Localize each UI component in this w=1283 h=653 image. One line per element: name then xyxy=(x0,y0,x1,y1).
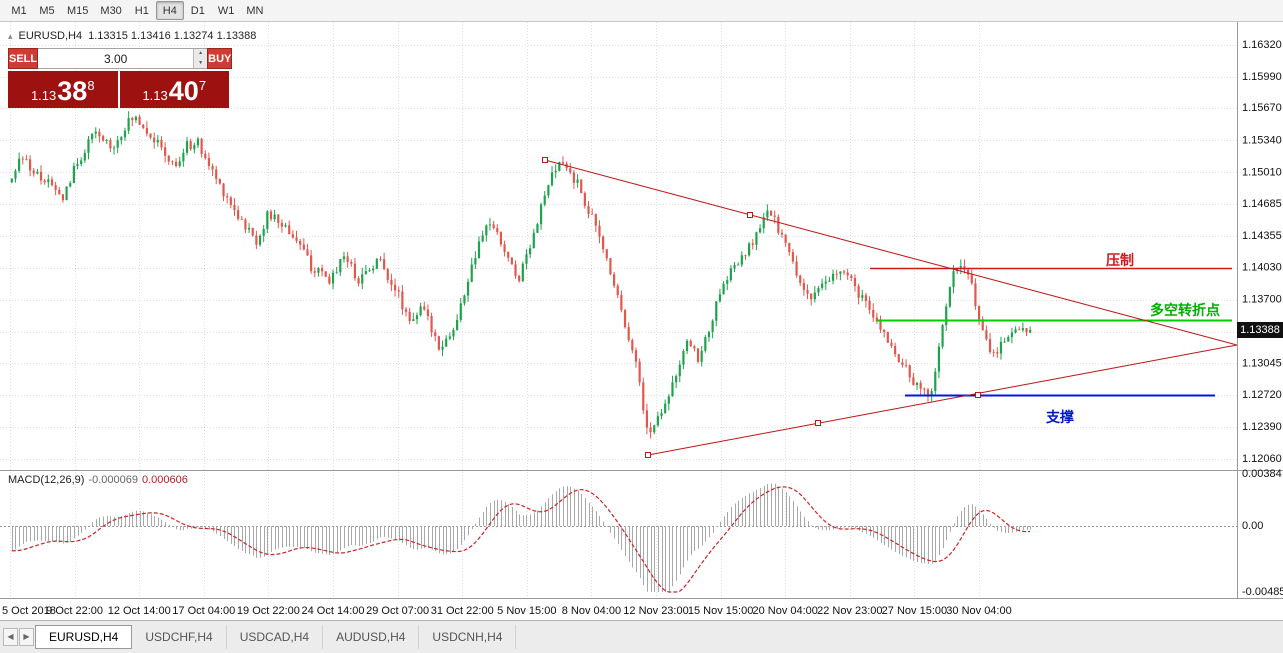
timeframe-button-m30[interactable]: M30 xyxy=(100,4,122,17)
macd-indicator-name: MACD(12,26,9) xyxy=(8,474,85,486)
chart-tabs: EURUSD,H4 USDCHF,H4 USDCAD,H4 AUDUSD,H4 USDC… xyxy=(35,625,517,649)
timeframe-toolbar: M1 M5 M15 M30 H1 H4 D1 W1 MN xyxy=(0,0,1283,22)
chart-tab-usdchf[interactable]: USDCHF,H4 xyxy=(132,625,227,649)
pivot-annotation-label: 多空转折点 xyxy=(1150,302,1220,318)
timeframe-button-mn[interactable]: MN xyxy=(246,4,264,17)
bid-price-big-digits: 38 xyxy=(57,76,88,106)
tab-scroll-left-icon[interactable]: ◀ xyxy=(3,628,18,646)
chart-tab-usdcnh[interactable]: USDCNH,H4 xyxy=(419,625,517,649)
current-price-badge: 1.13388 xyxy=(1237,322,1283,338)
trade-panel-toggle-icon[interactable]: ▴ xyxy=(8,30,13,41)
sell-button[interactable]: SELL xyxy=(8,48,39,69)
chart-tabs-bar: ◀ ▶ EURUSD,H4 USDCHF,H4 USDCAD,H4 AUDUSD,H4… xyxy=(0,620,1283,653)
ask-price-tile[interactable]: 1.13 40 7 xyxy=(119,71,229,108)
chart-tab-audusd[interactable]: AUDUSD,H4 xyxy=(323,625,420,649)
timeframe-button-h1[interactable]: H1 xyxy=(134,4,149,17)
timeframe-button-h4[interactable]: H4 xyxy=(155,1,184,20)
chart-tab-eurusd[interactable]: EURUSD,H4 xyxy=(35,625,133,649)
ask-price-prefix: 1.13 xyxy=(142,88,168,103)
ask-price-pipette: 7 xyxy=(198,78,207,93)
timeframe-button-m15[interactable]: M15 xyxy=(67,4,89,17)
buy-button[interactable]: BUY xyxy=(207,48,233,69)
volume-spinner: ▲ ▼ xyxy=(193,49,208,68)
support-annotation-label: 支撑 xyxy=(1046,409,1074,425)
timeframe-button-m5[interactable]: M5 xyxy=(39,4,55,17)
macd-signal-value: 0.000606 xyxy=(141,474,188,486)
chart-tab-usdcad[interactable]: USDCAD,H4 xyxy=(227,625,324,649)
macd-indicator-label: MACD(12,26,9) -0.000069 0.000606 xyxy=(8,474,188,486)
chart-region: ▴ EURUSD,H4 1.13315 1.13416 1.13274 1.13… xyxy=(0,22,1283,620)
chart-symbol-label: EURUSD,H4 xyxy=(18,30,83,42)
chart-header: ▴ EURUSD,H4 1.13315 1.13416 1.13274 1.13… xyxy=(8,30,256,42)
macd-main-value: -0.000069 xyxy=(88,474,138,486)
volume-increase-button[interactable]: ▲ xyxy=(194,49,208,59)
price-chart-canvas[interactable] xyxy=(0,22,1283,620)
ask-price-big-digits: 40 xyxy=(168,76,199,106)
bid-price-prefix: 1.13 xyxy=(30,88,57,103)
volume-box: ▲ ▼ xyxy=(38,48,208,69)
timeframe-button-m1[interactable]: M1 xyxy=(11,4,27,17)
bid-price-pipette: 8 xyxy=(87,78,95,93)
timeframe-button-d1[interactable]: D1 xyxy=(190,4,205,17)
timeframe-button-w1[interactable]: W1 xyxy=(217,4,235,17)
volume-input[interactable] xyxy=(38,49,194,68)
volume-decrease-button[interactable]: ▼ xyxy=(194,58,208,68)
chart-ohlc-values: 1.13315 1.13416 1.13274 1.13388 xyxy=(88,30,257,42)
bid-price-tile[interactable]: 1.13 38 8 xyxy=(8,71,118,108)
resistance-annotation-label: 压制 xyxy=(1106,252,1134,268)
tab-scroll-right-icon[interactable]: ▶ xyxy=(19,628,34,646)
